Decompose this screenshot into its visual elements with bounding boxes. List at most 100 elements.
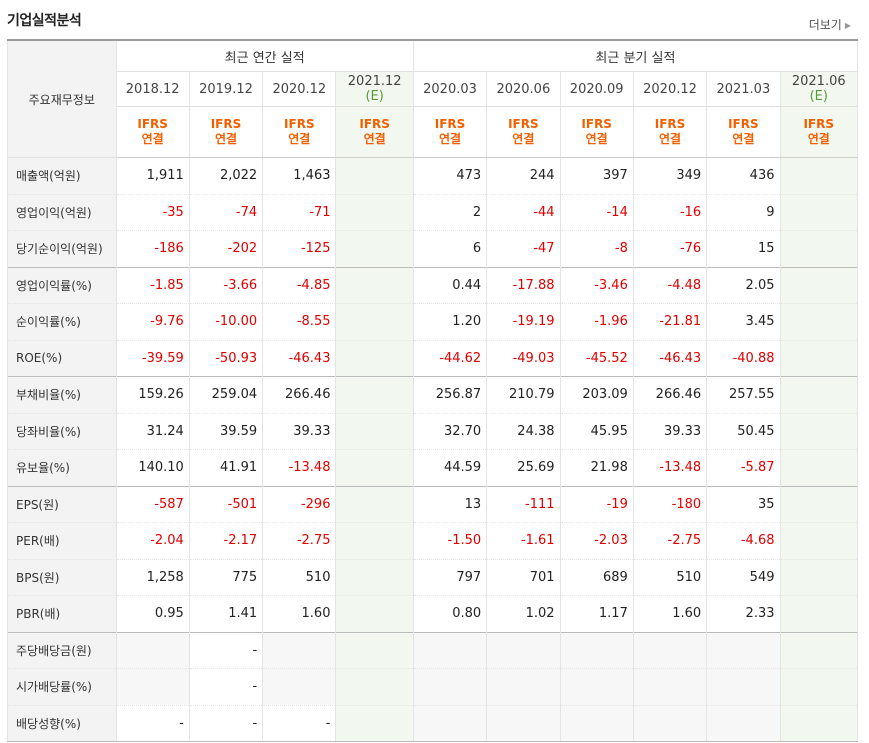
period-label: 2021.06	[791, 74, 846, 89]
table-cell: -9.76	[115, 303, 190, 341]
period-header: 2021.12 (E)	[335, 71, 414, 107]
table-cell	[262, 631, 337, 669]
row-label: 영업이익(억원)	[7, 194, 117, 231]
table-row: BPS(원) 1,258 775 510 797 701 689 510 549	[7, 559, 858, 596]
table-cell	[779, 705, 858, 742]
table-cell: -45.52	[559, 340, 634, 377]
table-cell	[335, 413, 414, 450]
basis-consolidated: 연결	[288, 132, 311, 146]
row-label: BPS(원)	[7, 559, 117, 596]
table-cell: -587	[115, 485, 190, 523]
table-row: 부채비율(%) 159.26 259.04 266.46 256.87 210.79 203…	[7, 376, 858, 414]
table-cell	[335, 668, 414, 706]
table-cell: -71	[262, 194, 337, 231]
table-cell	[706, 668, 781, 706]
table-cell	[779, 157, 858, 195]
table-cell	[335, 303, 414, 341]
estimate-label: (E)	[809, 89, 828, 104]
table-cell: -13.48	[262, 449, 337, 487]
basis-header: IFRS 연결	[262, 106, 337, 158]
table-row: ROE(%) -39.59 -50.93 -46.43 -44.62 -49.03 -45.…	[7, 340, 858, 377]
table-cell	[632, 668, 708, 706]
section-title: 기업실적분석	[7, 13, 82, 29]
basis-header: IFRS 연결	[559, 106, 634, 158]
table-cell: 159.26	[115, 376, 190, 414]
basis-consolidated: 연결	[658, 132, 682, 146]
basis-ifrs: IFRS	[803, 117, 835, 131]
basis-ifrs: IFRS	[359, 117, 390, 131]
table-cell	[779, 631, 858, 669]
basis-consolidated: 연결	[214, 132, 238, 146]
table-cell: 0.80	[412, 595, 488, 633]
row-label: 유보율(%)	[7, 449, 117, 487]
table-cell: 39.59	[188, 413, 264, 450]
table-row: 당기순이익(억원) -186 -202 -125 6 -47 -8 -76 15	[7, 230, 858, 268]
table-cell: 397	[559, 157, 634, 195]
table-cell: 44.59	[412, 449, 488, 487]
table-cell: -74	[188, 194, 264, 231]
table-cell: -49.03	[486, 340, 561, 377]
table-cell: 39.33	[632, 413, 708, 450]
table-cell	[779, 595, 858, 633]
row-label: 주당배당금(원)	[7, 631, 117, 669]
table-cell: 689	[559, 559, 634, 596]
basis-header: IFRS 연결	[335, 106, 414, 158]
table-cell	[559, 631, 634, 669]
table-cell: -2.04	[115, 522, 190, 560]
table-cell: 203.09	[559, 376, 634, 414]
basis-consolidated: 연결	[732, 132, 755, 146]
table-cell	[335, 522, 414, 560]
financial-table: 주요재무정보 최근 연간 실적 최근 분기 실적 2018.12 2019.12 2020…	[7, 39, 859, 742]
period-header: 2020.12	[632, 71, 708, 107]
basis-consolidated: 연결	[363, 132, 386, 146]
table-cell	[779, 449, 858, 487]
table-cell: 45.95	[559, 413, 634, 450]
estimate-label: (E)	[365, 89, 384, 104]
table-cell	[335, 449, 414, 487]
table-cell: -501	[188, 485, 264, 523]
table-cell: -19.19	[486, 303, 561, 341]
table-cell	[335, 595, 414, 633]
table-cell	[486, 631, 561, 669]
table-row: EPS(원) -587 -501 -296 13 -111 -19 -180 35	[7, 485, 858, 523]
table-cell	[335, 230, 414, 268]
table-cell: -8.55	[262, 303, 337, 341]
table-cell	[779, 230, 858, 268]
table-cell: 1.60	[262, 595, 337, 633]
table-cell: -4.48	[632, 266, 708, 304]
triangle-right-icon: ▶	[844, 21, 851, 30]
table-cell: 1.20	[412, 303, 488, 341]
table-row: 매출액(억원) 1,911 2,022 1,463 473 244 397 349 436	[7, 157, 858, 195]
table-cell: -3.66	[188, 266, 264, 304]
table-cell	[486, 705, 561, 742]
basis-header: IFRS 연결	[188, 106, 264, 158]
table-cell: -44.62	[412, 340, 488, 377]
table-cell	[335, 266, 414, 304]
table-cell: -	[115, 705, 190, 742]
basis-ifrs: IFRS	[284, 117, 315, 131]
table-cell: 775	[188, 559, 264, 596]
table-cell: -	[188, 631, 264, 669]
table-cell: -17.88	[486, 266, 561, 304]
row-label: 순이익률(%)	[7, 303, 117, 341]
table-cell: -296	[262, 485, 337, 523]
table-row: 영업이익률(%) -1.85 -3.66 -4.85 0.44 -17.88 -3.46 -4…	[7, 266, 858, 304]
table-cell: 1.60	[632, 595, 708, 633]
table-cell: -1.61	[486, 522, 561, 560]
table-cell	[412, 668, 488, 706]
table-cell: -16	[632, 194, 708, 231]
table-cell: 473	[412, 157, 488, 195]
table-cell: -2.17	[188, 522, 264, 560]
basis-consolidated: 연결	[807, 132, 830, 146]
table-cell: 2	[412, 194, 488, 231]
table-row: PBR(배) 0.95 1.41 1.60 0.80 1.02 1.17 1.60 2.33	[7, 595, 858, 633]
basis-header: IFRS 연결	[486, 106, 561, 158]
basis-header: IFRS 연결	[115, 106, 190, 158]
row-label: 당좌비율(%)	[7, 413, 117, 450]
table-cell: -5.87	[706, 449, 781, 487]
more-link[interactable]: 더보기 ▶	[809, 16, 851, 33]
table-cell: 1.17	[559, 595, 634, 633]
table-cell: -111	[486, 485, 561, 523]
table-cell: -39.59	[115, 340, 190, 377]
